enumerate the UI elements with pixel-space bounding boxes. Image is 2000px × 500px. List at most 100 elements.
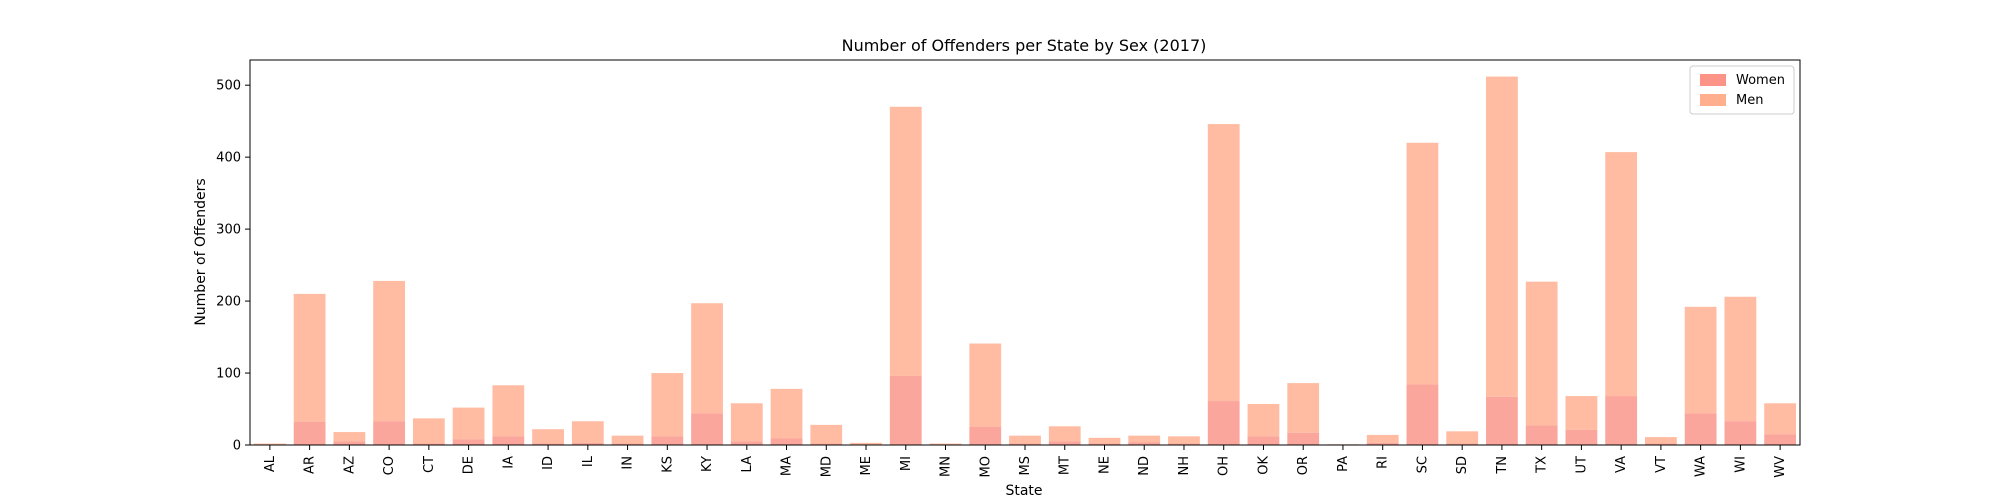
x-tick-label-md: MD (819, 456, 834, 477)
bar-men-id (532, 429, 564, 444)
bar-women-wv (1764, 434, 1797, 445)
x-tick-label-ar: AR (303, 456, 318, 474)
y-tick-label-500: 500 (216, 79, 241, 94)
bar-men-de (452, 407, 485, 440)
bar-men-ms (1009, 435, 1041, 444)
bar-men-oh (1207, 124, 1240, 402)
bar-men-tx (1525, 281, 1558, 426)
bar-men-or (1287, 383, 1320, 433)
bar-women-nd (1128, 442, 1161, 445)
bar-women-il (571, 442, 604, 445)
bar-men-sc (1406, 142, 1439, 385)
y-tick-label-400: 400 (216, 151, 241, 166)
x-tick-label-tx: TX (1535, 456, 1550, 474)
legend-label-women: Women (1736, 73, 1785, 88)
x-tick-label-co: CO (382, 456, 397, 475)
x-tick-label-ky: KY (700, 456, 715, 472)
x-tick-label-az: AZ (342, 456, 357, 474)
x-tick-label-de: DE (462, 456, 477, 474)
bar-men-ne (1088, 437, 1121, 444)
bar-men-nd (1128, 435, 1161, 443)
plot-frame (249, 59, 1801, 446)
bar-women-tn (1486, 396, 1518, 445)
bar-women-wa (1684, 413, 1717, 445)
bar-men-vt (1645, 437, 1677, 444)
x-tick-label-id: ID (541, 456, 556, 470)
x-tick-label-mt: MT (1058, 456, 1073, 475)
bar-men-in (611, 435, 644, 444)
x-tick-label-tn: TN (1495, 456, 1510, 475)
bar-men-nh (1168, 436, 1200, 444)
bar-men-wi (1724, 296, 1757, 422)
bar-women-ri (1366, 442, 1399, 445)
y-tick-label-0: 0 (233, 439, 241, 454)
bar-women-in (611, 443, 644, 445)
bar-women-id (532, 443, 564, 445)
bar-women-sd (1446, 443, 1479, 445)
bar-men-ks (651, 373, 684, 437)
bar-women-ms (1009, 443, 1041, 445)
x-tick-label-ks: KS (660, 456, 675, 473)
bar-men-ct (412, 418, 445, 444)
bar-women-ky (691, 413, 723, 445)
bar-women-ne (1088, 443, 1121, 445)
bar-men-ut (1565, 396, 1598, 430)
bar-women-mt (1048, 441, 1081, 445)
bar-women-oh (1207, 401, 1240, 445)
y-axis-label: Number of Offenders (193, 178, 209, 325)
x-tick-label-wv: WV (1773, 456, 1788, 478)
bars-layer (253, 76, 1797, 445)
legend-swatch-men (1700, 94, 1726, 106)
x-tick-label-mo: MO (978, 456, 993, 477)
x-tick-label-ri: RI (1376, 456, 1391, 469)
bar-men-md (810, 424, 843, 444)
x-tick-label-ut: UT (1574, 456, 1589, 474)
bar-women-ar (293, 421, 326, 445)
bar-women-la (730, 441, 763, 445)
legend-swatch-women (1700, 74, 1726, 86)
y-tick-label-300: 300 (216, 223, 241, 238)
x-axis: AL AR AZ CO CT DE IA ID IL IN KS KY LA MA MD ME MI MN MO MS… (263, 445, 1788, 478)
bar-men-ar (293, 293, 326, 422)
bar-men-me (850, 442, 882, 445)
x-tick-label-wa: WA (1694, 456, 1709, 477)
bar-women-or (1287, 432, 1320, 445)
x-tick-label-il: IL (581, 455, 596, 467)
bar-men-al (253, 443, 286, 445)
bar-men-mo (969, 343, 1002, 428)
bar-men-va (1605, 152, 1638, 397)
bar-men-co (373, 280, 405, 422)
x-tick-label-wi: WI (1733, 456, 1748, 473)
x-tick-label-me: ME (859, 456, 874, 475)
bar-men-ok (1247, 403, 1280, 437)
bar-men-mt (1048, 426, 1081, 442)
x-tick-label-va: VA (1614, 456, 1629, 473)
bar-women-md (810, 443, 843, 445)
bar-women-va (1605, 396, 1638, 445)
bar-men-az (333, 432, 366, 442)
bar-women-de (452, 439, 485, 445)
x-axis-label: State (1005, 483, 1042, 499)
bar-men-ma (770, 388, 803, 439)
x-tick-label-ma: MA (780, 456, 795, 476)
x-tick-label-in: IN (621, 456, 636, 470)
bar-women-ks (651, 436, 684, 445)
bar-women-mo (969, 427, 1002, 445)
bar-men-ky (691, 303, 723, 414)
bar-men-wv (1764, 403, 1797, 435)
bar-women-mi (889, 375, 922, 445)
bar-women-ma (770, 438, 803, 445)
x-tick-label-ia: IA (501, 456, 516, 469)
x-tick-label-mi: MI (899, 456, 914, 471)
x-tick-label-mn: MN (939, 456, 954, 477)
x-tick-label-nh: NH (1177, 456, 1192, 476)
legend: Women Men (1689, 65, 1795, 115)
bar-men-sd (1446, 431, 1479, 444)
y-tick-label-100: 100 (216, 367, 241, 382)
x-tick-label-al: AL (263, 455, 278, 472)
bar-men-mi (889, 106, 922, 376)
bar-women-ct (412, 443, 445, 445)
legend-label-men: Men (1736, 93, 1763, 108)
x-tick-label-ok: OK (1256, 456, 1271, 475)
